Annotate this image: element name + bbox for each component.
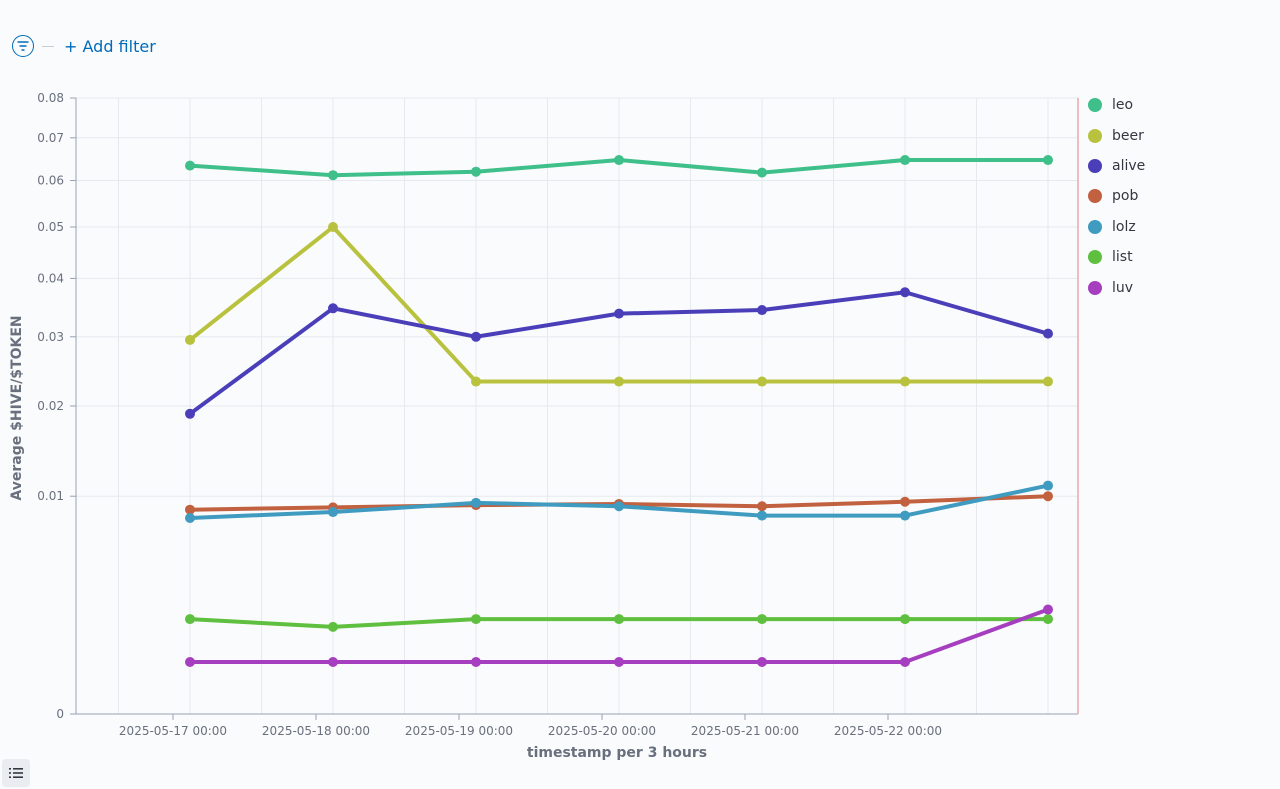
x-tick-label: 2025-05-17 00:00 — [119, 724, 227, 738]
data-point-leo — [471, 166, 481, 177]
data-point-leo — [900, 155, 910, 166]
filter-bar: + Add filter — [12, 33, 156, 59]
chart-grid — [76, 97, 1078, 715]
data-point-luv — [185, 657, 195, 668]
chart-axes — [70, 97, 1079, 720]
x-tick-label: 2025-05-19 00:00 — [405, 724, 513, 738]
legend-label: list — [1112, 249, 1133, 266]
y-tick-label: 0.03 — [37, 330, 64, 344]
y-tick-label: 0 — [56, 707, 64, 721]
data-point-lolz — [328, 507, 338, 518]
legend-label: pob — [1112, 188, 1139, 205]
data-point-leo — [1043, 155, 1053, 166]
data-point-beer — [328, 222, 338, 233]
data-point-alive — [757, 305, 767, 316]
data-point-luv — [900, 657, 910, 668]
data-point-lolz — [757, 510, 767, 521]
data-point-alive — [471, 331, 481, 342]
y-tick-label: 0.06 — [37, 174, 64, 188]
legend-label: leo — [1112, 97, 1134, 114]
chart-series — [185, 155, 1053, 668]
list-icon — [9, 768, 23, 778]
x-tick-label: 2025-05-22 00:00 — [834, 724, 942, 738]
legend-item-leo[interactable]: leo — [1088, 90, 1145, 120]
data-point-beer — [614, 376, 624, 387]
data-point-list — [471, 614, 481, 625]
legend-label: alive — [1112, 157, 1146, 174]
data-point-alive — [1043, 328, 1053, 339]
y-tick-label: 0.02 — [37, 399, 64, 413]
data-point-alive — [328, 303, 338, 314]
data-point-leo — [185, 160, 195, 171]
y-tick-label: 0.04 — [37, 271, 64, 285]
y-tick-label: 0.05 — [37, 220, 64, 234]
data-point-beer — [471, 376, 481, 387]
y-tick-label: 0.08 — [37, 91, 64, 105]
data-point-list — [757, 614, 767, 625]
y-axis-title: Average $HIVE/$TOKEN — [9, 315, 25, 500]
data-point-beer — [900, 376, 910, 387]
y-tick-label: 0.07 — [37, 131, 64, 145]
legend-toggle-button[interactable] — [2, 759, 30, 787]
legend-dot — [1088, 128, 1102, 143]
x-axis-title: timestamp per 3 hours — [527, 745, 707, 761]
data-point-list — [1043, 614, 1053, 625]
x-tick-label: 2025-05-18 00:00 — [262, 724, 370, 738]
data-point-luv — [328, 657, 338, 668]
data-point-list — [185, 614, 195, 625]
data-point-beer — [757, 376, 767, 387]
chart-legend: leo beer alive pob lolz list luv — [1088, 90, 1145, 303]
data-point-luv — [757, 657, 767, 668]
legend-item-pob[interactable]: pob — [1088, 181, 1145, 211]
data-point-alive — [614, 308, 624, 319]
data-point-lolz — [1043, 480, 1053, 491]
data-point-list — [328, 621, 338, 632]
data-point-luv — [471, 657, 481, 668]
x-tick-label: 2025-05-20 00:00 — [548, 724, 656, 738]
filter-lines-icon — [17, 41, 29, 51]
data-point-lolz — [900, 510, 910, 521]
data-point-lolz — [471, 497, 481, 508]
legend-dot — [1088, 98, 1102, 113]
y-tick-label: 0.01 — [37, 489, 64, 503]
data-point-leo — [757, 167, 767, 178]
legend-label: luv — [1112, 279, 1134, 296]
legend-item-alive[interactable]: alive — [1088, 151, 1145, 181]
legend-dot — [1088, 250, 1102, 265]
data-point-luv — [1043, 604, 1053, 615]
filter-divider — [42, 45, 54, 47]
legend-label: lolz — [1112, 218, 1136, 235]
data-point-list — [614, 614, 624, 625]
legend-item-luv[interactable]: luv — [1088, 272, 1145, 302]
legend-item-list[interactable]: list — [1088, 242, 1145, 272]
legend-item-beer[interactable]: beer — [1088, 120, 1145, 150]
legend-label: beer — [1112, 127, 1144, 144]
data-point-beer — [1043, 376, 1053, 387]
data-point-pob — [757, 501, 767, 512]
data-point-beer — [185, 334, 195, 345]
legend-dot — [1088, 158, 1102, 173]
data-point-luv — [614, 657, 624, 668]
data-point-lolz — [614, 501, 624, 512]
legend-dot — [1088, 219, 1102, 234]
filter-icon[interactable] — [12, 35, 34, 57]
add-filter-button[interactable]: + Add filter — [64, 36, 156, 56]
chart-labels: 0 0.01 0.02 0.03 0.04 0.05 0.06 0.07 0.08 2025-05… — [9, 91, 942, 761]
legend-dot — [1088, 189, 1102, 204]
legend-item-lolz[interactable]: lolz — [1088, 212, 1145, 242]
data-point-pob — [900, 496, 910, 507]
data-point-list — [900, 614, 910, 625]
data-point-alive — [185, 408, 195, 419]
data-point-lolz — [185, 512, 195, 523]
x-tick-label: 2025-05-21 00:00 — [691, 724, 799, 738]
data-point-leo — [614, 155, 624, 166]
legend-dot — [1088, 280, 1102, 295]
data-point-pob — [1043, 491, 1053, 502]
data-point-pob — [185, 504, 195, 515]
data-point-leo — [328, 170, 338, 181]
data-point-alive — [900, 287, 910, 298]
